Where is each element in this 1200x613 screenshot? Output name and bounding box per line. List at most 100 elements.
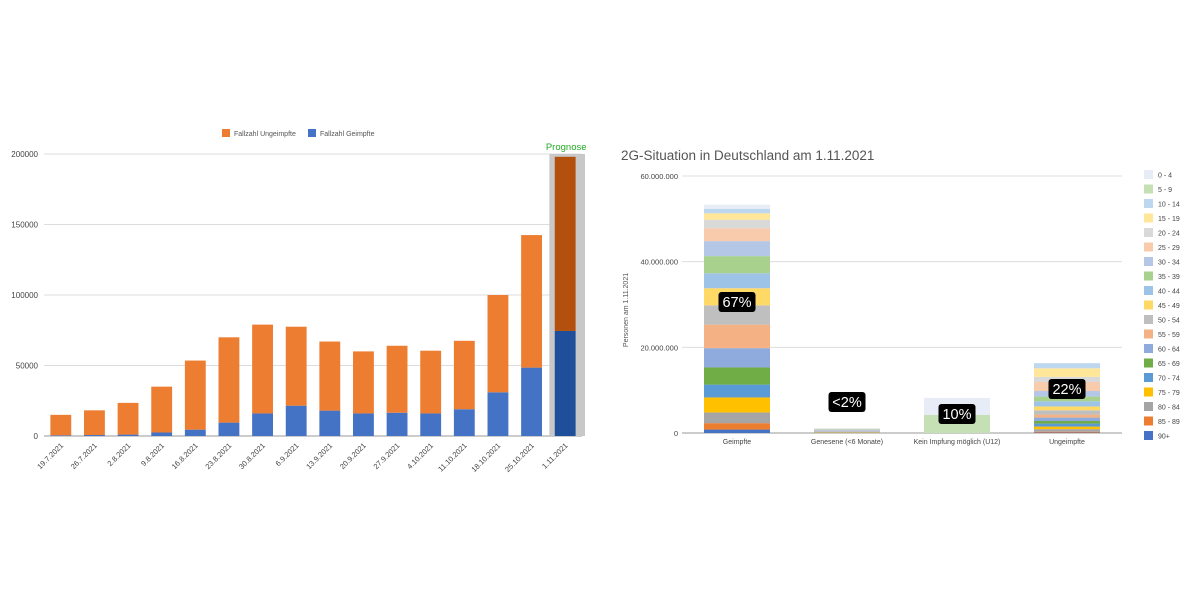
bar-segment (420, 413, 442, 436)
bar-segment (50, 414, 72, 436)
bar-segment (554, 156, 576, 331)
legend-swatch (1144, 387, 1153, 397)
bar-segment (117, 402, 139, 435)
bar-segment (704, 397, 770, 413)
bar-segment (1034, 410, 1100, 415)
percent-badge (1048, 379, 1086, 399)
bar-segment (353, 413, 374, 436)
legend-label: 20 - 24 (1158, 231, 1180, 238)
y-tick-label: 150000 (11, 221, 38, 230)
legend-label: 10 - 14 (1158, 202, 1180, 209)
percent-label: 22% (1052, 382, 1081, 398)
legend-swatch (1144, 170, 1153, 179)
percent-badge (938, 404, 976, 424)
legend-swatch (308, 129, 316, 137)
bar-segment (704, 348, 770, 368)
bar-segment (386, 345, 408, 413)
legend-label: 0 - 4 (1158, 173, 1172, 180)
bar-segment (704, 273, 770, 289)
bar-segment (319, 341, 341, 411)
bar-segment (1034, 423, 1100, 427)
legend-label: 5 - 9 (1158, 187, 1172, 194)
legend-label: 35 - 39 (1158, 274, 1180, 281)
percent-label: 10% (942, 407, 971, 423)
bar-segment (453, 409, 475, 436)
legend-label: Fallzahl Ungeimpfte (234, 131, 296, 138)
bar-segment (420, 350, 442, 414)
right-y-ticks: 0 20.000.000 40.000.000 60.000.000 (640, 172, 678, 438)
right-y-axis-label: Personen am 1.11.2021 (623, 273, 630, 347)
legend-swatch (1144, 271, 1153, 281)
percent-label: 67% (722, 295, 751, 311)
bar-segment (704, 213, 770, 220)
x-tick-label: Genesene (<6 Monate) (811, 439, 883, 446)
bar-segment (704, 412, 770, 424)
legend-swatch (1144, 416, 1153, 426)
legend-label: 85 - 89 (1158, 419, 1180, 426)
bar-segment (218, 337, 240, 423)
bar-segment (704, 384, 770, 398)
x-tick-label: Ungeimpfte (1049, 439, 1085, 446)
bar-segment (252, 413, 273, 436)
bar-segment (386, 412, 408, 436)
legend-swatch (1144, 286, 1153, 295)
legend-label: 70 - 74 (1158, 376, 1180, 383)
bar-segment (704, 367, 770, 385)
right-x-ticks: Geimpfte Genesene (<6 Monate) Kein Impfung… (723, 439, 1085, 446)
y-tick-label: 200000 (11, 150, 38, 159)
bar-segment (814, 428, 880, 429)
bar-segment (353, 351, 374, 414)
left-y-ticks: 0 50000 100000 150000 200000 (11, 150, 38, 441)
bar-segment (521, 235, 542, 368)
bar-segment (1034, 429, 1100, 432)
bar-segment (285, 326, 307, 406)
percent-badge (718, 292, 756, 312)
y-tick-label: 100000 (11, 291, 38, 300)
bar-segment (1034, 401, 1100, 407)
right-chart-title: 2G-Situation in Deutschland am 1.11.2021 (621, 148, 874, 163)
x-tick-label: Kein Impfung möglich (U12) (914, 439, 1001, 446)
bar-segment (218, 422, 240, 436)
legend-label: 50 - 54 (1158, 318, 1180, 325)
bar-segment (1034, 368, 1100, 377)
bar-segment (50, 435, 72, 436)
legend-label: 55 - 59 (1158, 332, 1180, 339)
legend-label: 75 - 79 (1158, 390, 1180, 397)
legend-swatch (1144, 373, 1153, 382)
legend-label: Fallzahl Geimpfte (320, 131, 375, 138)
bar-segment (453, 340, 475, 410)
legend-swatch (1144, 242, 1153, 252)
legend-label: 25 - 29 (1158, 245, 1180, 252)
legend-swatch (1144, 184, 1153, 194)
bar-segment (1034, 417, 1100, 422)
bar-segment (184, 360, 206, 430)
bar-segment (151, 432, 173, 436)
bar-segment (252, 324, 273, 414)
bar-segment (1034, 421, 1100, 424)
left-bars (50, 156, 576, 436)
bar-segment (1034, 414, 1100, 418)
bar-segment (704, 204, 770, 209)
legend-label: 65 - 69 (1158, 361, 1180, 368)
y-tick-label: 50000 (16, 362, 39, 371)
legend-label: 90+ (1158, 434, 1170, 441)
bar-segment (151, 386, 173, 433)
legend-swatch (1144, 228, 1153, 237)
bar-segment (184, 429, 206, 436)
bar-segment (704, 219, 770, 229)
y-tick-label: 60.000.000 (640, 172, 678, 181)
bar-segment (84, 410, 105, 436)
bar-segment (704, 228, 770, 242)
bar-segment (704, 208, 770, 214)
legend-swatch (1144, 431, 1153, 440)
legend-label: 40 - 44 (1158, 289, 1180, 296)
percent-badge (828, 392, 866, 412)
legend-swatch (1144, 358, 1153, 368)
legend-swatch (1144, 402, 1153, 411)
bar-segment (117, 434, 139, 436)
bar-segment (487, 392, 509, 436)
y-tick-label: 0 (674, 429, 678, 438)
legend-label: 45 - 49 (1158, 303, 1180, 310)
